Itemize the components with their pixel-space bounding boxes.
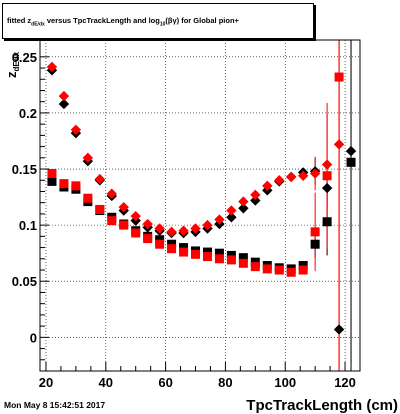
data-point-square	[286, 267, 296, 277]
data-point-diamond	[250, 189, 261, 201]
data-point-diamond	[333, 139, 345, 150]
title-sub: dE/dx	[31, 21, 45, 28]
data-point-diamond	[106, 188, 117, 199]
y-axis-label-main: z	[4, 71, 19, 78]
x-axis-label: TpcTrackLength (cm)	[246, 397, 398, 414]
data-point-diamond	[190, 223, 201, 234]
data-point-square	[238, 253, 248, 263]
data-point-square	[202, 252, 212, 262]
title-text: fitted zdE/dx versus TpcTrackLength and …	[3, 16, 239, 28]
data-point-square	[322, 171, 332, 181]
plot-frame	[39, 39, 361, 372]
data-point-diamond	[58, 98, 70, 110]
data-point-diamond	[154, 223, 165, 234]
data-point-diamond	[226, 205, 237, 216]
data-point-square	[250, 262, 260, 272]
data-point-diamond	[321, 182, 333, 194]
axis-ticks	[40, 56, 346, 371]
data-point-diamond	[202, 219, 213, 231]
title-part-2: versus TpcTrackLength and log	[44, 16, 160, 25]
title-part-1: fitted z	[7, 16, 32, 25]
x-tick-label: 60	[158, 375, 172, 390]
title-part-3: (βγ) for Global pion+	[165, 16, 239, 25]
data-point-square	[131, 228, 141, 238]
data-point-diamond	[94, 173, 106, 185]
x-tick-label: 80	[218, 375, 232, 390]
x-tick-label: 100	[274, 375, 296, 390]
data-point-diamond	[297, 170, 309, 181]
data-point-square	[310, 239, 320, 249]
timestamp: Mon May 8 15:42:51 2017	[4, 400, 106, 410]
data-point-square	[214, 254, 224, 264]
data-point-diamond	[178, 225, 189, 236]
data-point-diamond	[214, 214, 225, 225]
data-point-diamond	[333, 324, 345, 335]
data-point-square	[298, 265, 308, 275]
data-point-square	[310, 227, 320, 237]
data-point-diamond	[238, 203, 249, 214]
data-point-diamond	[321, 159, 333, 170]
data-point-diamond	[286, 171, 297, 183]
data-point-diamond	[238, 196, 249, 207]
x-tick-label: 20	[39, 375, 53, 390]
data-point-square	[47, 169, 57, 179]
data-point-diamond	[166, 226, 177, 238]
data-point-diamond	[250, 195, 261, 206]
data-point-square	[238, 258, 248, 268]
data-point-diamond	[118, 201, 129, 213]
data-point-diamond	[309, 168, 321, 179]
y-tick-label: 0	[30, 330, 37, 345]
y-axis-label-sub: dEdx	[12, 51, 21, 71]
data-point-square	[83, 193, 93, 203]
data-point-diamond	[262, 180, 273, 192]
data-point-square	[214, 248, 224, 258]
y-tick-label: 0.1	[19, 218, 37, 233]
data-point-square	[262, 264, 272, 274]
data-point-square	[274, 265, 284, 275]
y-tick-label: 0.25	[12, 50, 37, 65]
data-point-square	[191, 249, 201, 259]
data-point-square	[107, 216, 117, 226]
x-tick-label: 40	[99, 375, 113, 390]
y-axis-label: zdEdx	[4, 51, 21, 78]
data-point-square	[334, 72, 344, 82]
data-point-square	[179, 247, 189, 257]
data-point-diamond	[58, 90, 70, 102]
data-point-square	[59, 179, 69, 189]
data-point-diamond	[345, 145, 357, 157]
data-point-square	[167, 244, 177, 254]
x-tick-label: 120	[334, 375, 356, 390]
data-point-square	[71, 181, 81, 191]
data-point-diamond	[82, 152, 94, 164]
y-tick-label: 0.15	[12, 162, 37, 177]
data-point-square	[119, 220, 129, 230]
data-point-square	[226, 255, 236, 265]
data-point-square	[47, 176, 57, 186]
data-point-diamond	[226, 212, 237, 223]
data-point-square	[143, 234, 153, 244]
y-tick-label: 0.2	[19, 106, 37, 121]
y-tick-label: 0.05	[12, 274, 37, 289]
tick-labels: 20 40 60 80 100 120 0 0.05 0.1 0.15 0.2 0.25	[12, 50, 356, 390]
chart-title: fitted zdE/dx versus TpcTrackLength and …	[2, 3, 314, 39]
data-point-diamond	[274, 175, 285, 186]
data-point-square	[322, 217, 332, 227]
data-point-diamond	[142, 218, 153, 230]
data-point-square	[346, 157, 356, 167]
data-markers	[46, 61, 357, 335]
grid-lines	[40, 40, 360, 371]
data-point-diamond	[46, 61, 58, 73]
data-point-diamond	[130, 210, 141, 222]
data-point-diamond	[70, 124, 82, 135]
data-point-square	[155, 239, 165, 249]
title-sub-2: 10	[159, 21, 166, 28]
data-point-square	[95, 204, 105, 214]
